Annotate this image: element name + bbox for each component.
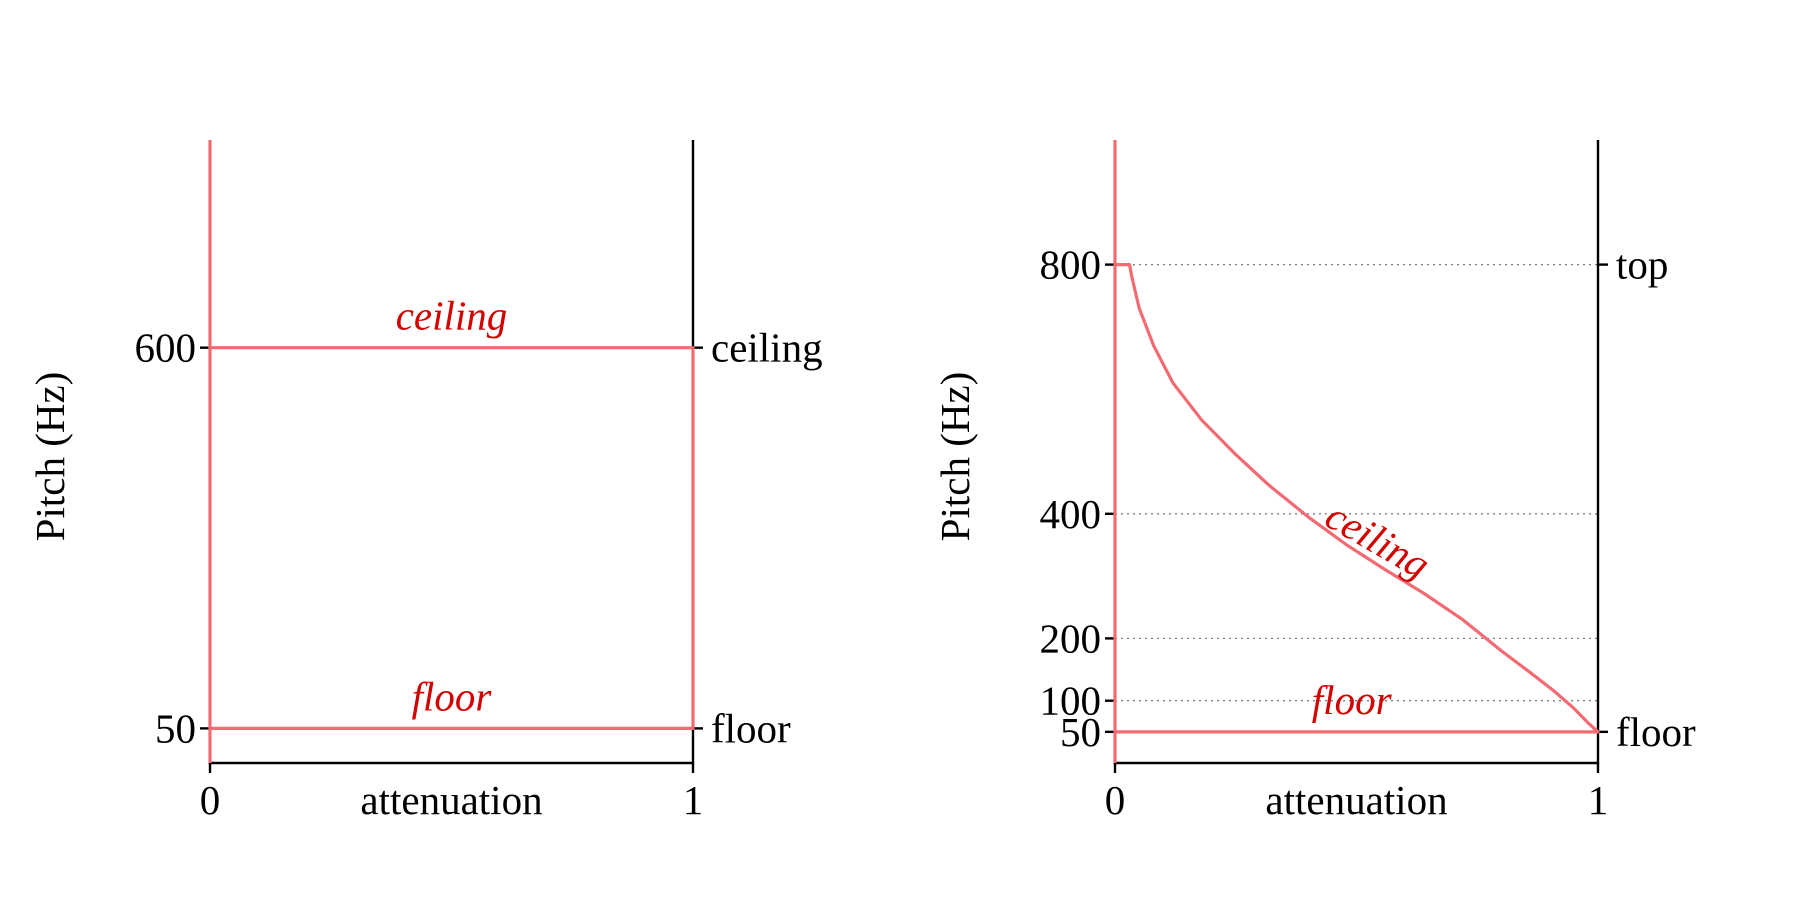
right-tick-label: ceiling [711,325,823,371]
annotation-floor: floor [412,673,493,719]
y-tick-label: 200 [1040,615,1102,661]
series-line [1113,140,1600,763]
x-axis-label: attenuation [360,777,542,823]
annotation-ceiling: ceiling [396,293,508,339]
x-axis-label: attenuation [1265,777,1447,823]
annotation-ceiling: ceiling [1318,492,1438,588]
y-axis-label: Pitch (Hz) [932,372,978,542]
right-tick-label: floor [711,705,791,751]
series-line [208,140,695,763]
right-tick-label: floor [1616,709,1696,755]
y-tick-label: 50 [155,705,196,751]
x-tick-label: 1 [1588,777,1609,823]
annotation-floor: floor [1312,677,1393,723]
x-tick-label: 0 [1105,777,1126,823]
y-tick-label: 600 [135,325,197,371]
x-tick-label: 1 [683,777,704,823]
attenuation-chart-left: 0 1 50 600 ceiling floor attenuation Pitch (Hz)… [27,140,823,823]
y-axis-label: Pitch (Hz) [27,372,73,542]
y-tick-label: 100 [1040,678,1102,724]
right-tick-label: top [1616,242,1668,288]
y-tick-label: 50 [1060,709,1101,755]
y-tick-label: 800 [1040,242,1102,288]
y-tick-label: 400 [1040,491,1102,537]
axis-frame [208,140,695,765]
x-tick-label: 0 [200,777,221,823]
